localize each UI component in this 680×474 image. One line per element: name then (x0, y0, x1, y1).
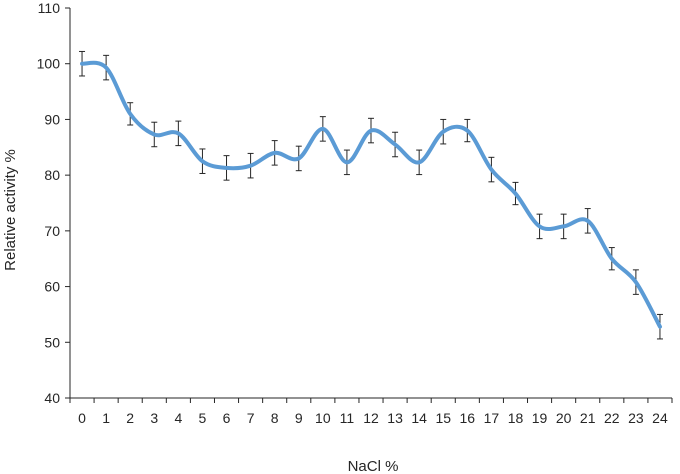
x-tick-label: 1 (102, 410, 110, 426)
x-axis-ticks: 0 1 2 3 4 5 6 7 8 9 10 11 12 13 14 15 16 17 18 19 20 21 22 23 24 (69, 398, 673, 426)
y-axis-ticks: 40 50 60 70 80 90 100 110 (37, 0, 70, 406)
y-axis-title: Relative activity % (2, 149, 19, 271)
x-tick-label: 17 (484, 410, 500, 426)
x-tick-label: 21 (580, 410, 596, 426)
x-tick-label: 7 (247, 410, 255, 426)
x-tick-label: 15 (435, 410, 451, 426)
x-tick-label: 14 (411, 410, 427, 426)
x-tick-label: 12 (363, 410, 379, 426)
x-tick-label: 10 (315, 410, 331, 426)
x-tick-label: 20 (556, 410, 572, 426)
series-line (80, 60, 662, 329)
x-tick-label: 5 (199, 410, 207, 426)
x-tick-label: 23 (628, 410, 644, 426)
x-tick-label: 22 (604, 410, 620, 426)
x-tick-label: 19 (532, 410, 548, 426)
x-tick-label: 13 (387, 410, 403, 426)
x-tick-label: 2 (126, 410, 134, 426)
y-tick-label: 80 (44, 167, 60, 183)
x-tick-label: 3 (150, 410, 158, 426)
x-tick-label: 6 (223, 410, 231, 426)
x-tick-label: 16 (460, 410, 476, 426)
y-tick-label: 90 (44, 111, 60, 127)
x-tick-label: 8 (271, 410, 279, 426)
error-bars (79, 50, 663, 340)
x-tick-label: 0 (78, 410, 86, 426)
x-tick-label: 24 (652, 410, 668, 426)
x-tick-label: 4 (174, 410, 182, 426)
x-axis-title: NaCl % (348, 458, 399, 474)
x-tick-label: 9 (295, 410, 303, 426)
y-tick-label: 60 (44, 279, 60, 295)
y-tick-label: 50 (44, 334, 60, 350)
y-tick-label: 100 (37, 56, 61, 72)
x-tick-label: 11 (340, 410, 355, 426)
y-tick-label: 40 (44, 390, 60, 406)
y-tick-label: 110 (38, 0, 61, 16)
x-tick-label: 18 (508, 410, 524, 426)
y-tick-label: 70 (44, 223, 60, 239)
